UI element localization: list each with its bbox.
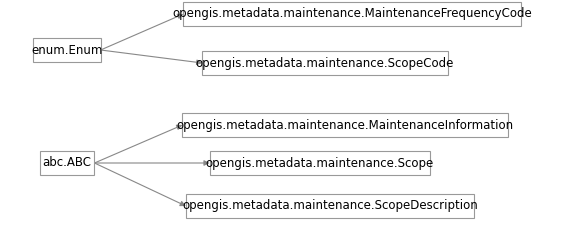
Text: opengis.metadata.maintenance.Scope: opengis.metadata.maintenance.Scope bbox=[206, 157, 434, 169]
Bar bbox=[202, 51, 448, 75]
Bar bbox=[33, 38, 101, 62]
Bar bbox=[186, 194, 474, 218]
Bar bbox=[40, 151, 94, 175]
Text: opengis.metadata.maintenance.ScopeDescription: opengis.metadata.maintenance.ScopeDescri… bbox=[182, 199, 478, 212]
Text: opengis.metadata.maintenance.MaintenanceInformation: opengis.metadata.maintenance.Maintenance… bbox=[176, 119, 514, 131]
Bar bbox=[183, 113, 507, 137]
Bar bbox=[183, 2, 521, 26]
Text: opengis.metadata.maintenance.MaintenanceFrequencyCode: opengis.metadata.maintenance.Maintenance… bbox=[172, 7, 532, 21]
Text: enum.Enum: enum.Enum bbox=[31, 44, 103, 56]
Text: abc.ABC: abc.ABC bbox=[43, 157, 92, 169]
Text: opengis.metadata.maintenance.ScopeCode: opengis.metadata.maintenance.ScopeCode bbox=[196, 56, 454, 69]
Bar bbox=[210, 151, 430, 175]
